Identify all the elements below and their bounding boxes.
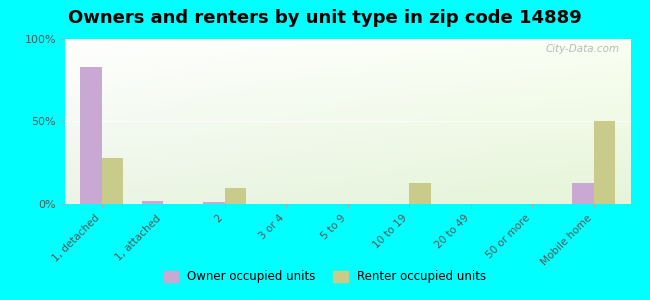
Text: Owners and renters by unit type in zip code 14889: Owners and renters by unit type in zip c… bbox=[68, 9, 582, 27]
Text: City-Data.com: City-Data.com bbox=[545, 44, 619, 54]
Legend: Owner occupied units, Renter occupied units: Owner occupied units, Renter occupied un… bbox=[159, 266, 491, 288]
Bar bbox=[142, 201, 163, 204]
Bar bbox=[225, 188, 246, 204]
Bar bbox=[410, 182, 431, 204]
Bar bbox=[593, 122, 615, 204]
Bar bbox=[572, 182, 593, 204]
Bar bbox=[81, 67, 102, 204]
Bar bbox=[203, 202, 225, 204]
Bar bbox=[102, 158, 124, 204]
